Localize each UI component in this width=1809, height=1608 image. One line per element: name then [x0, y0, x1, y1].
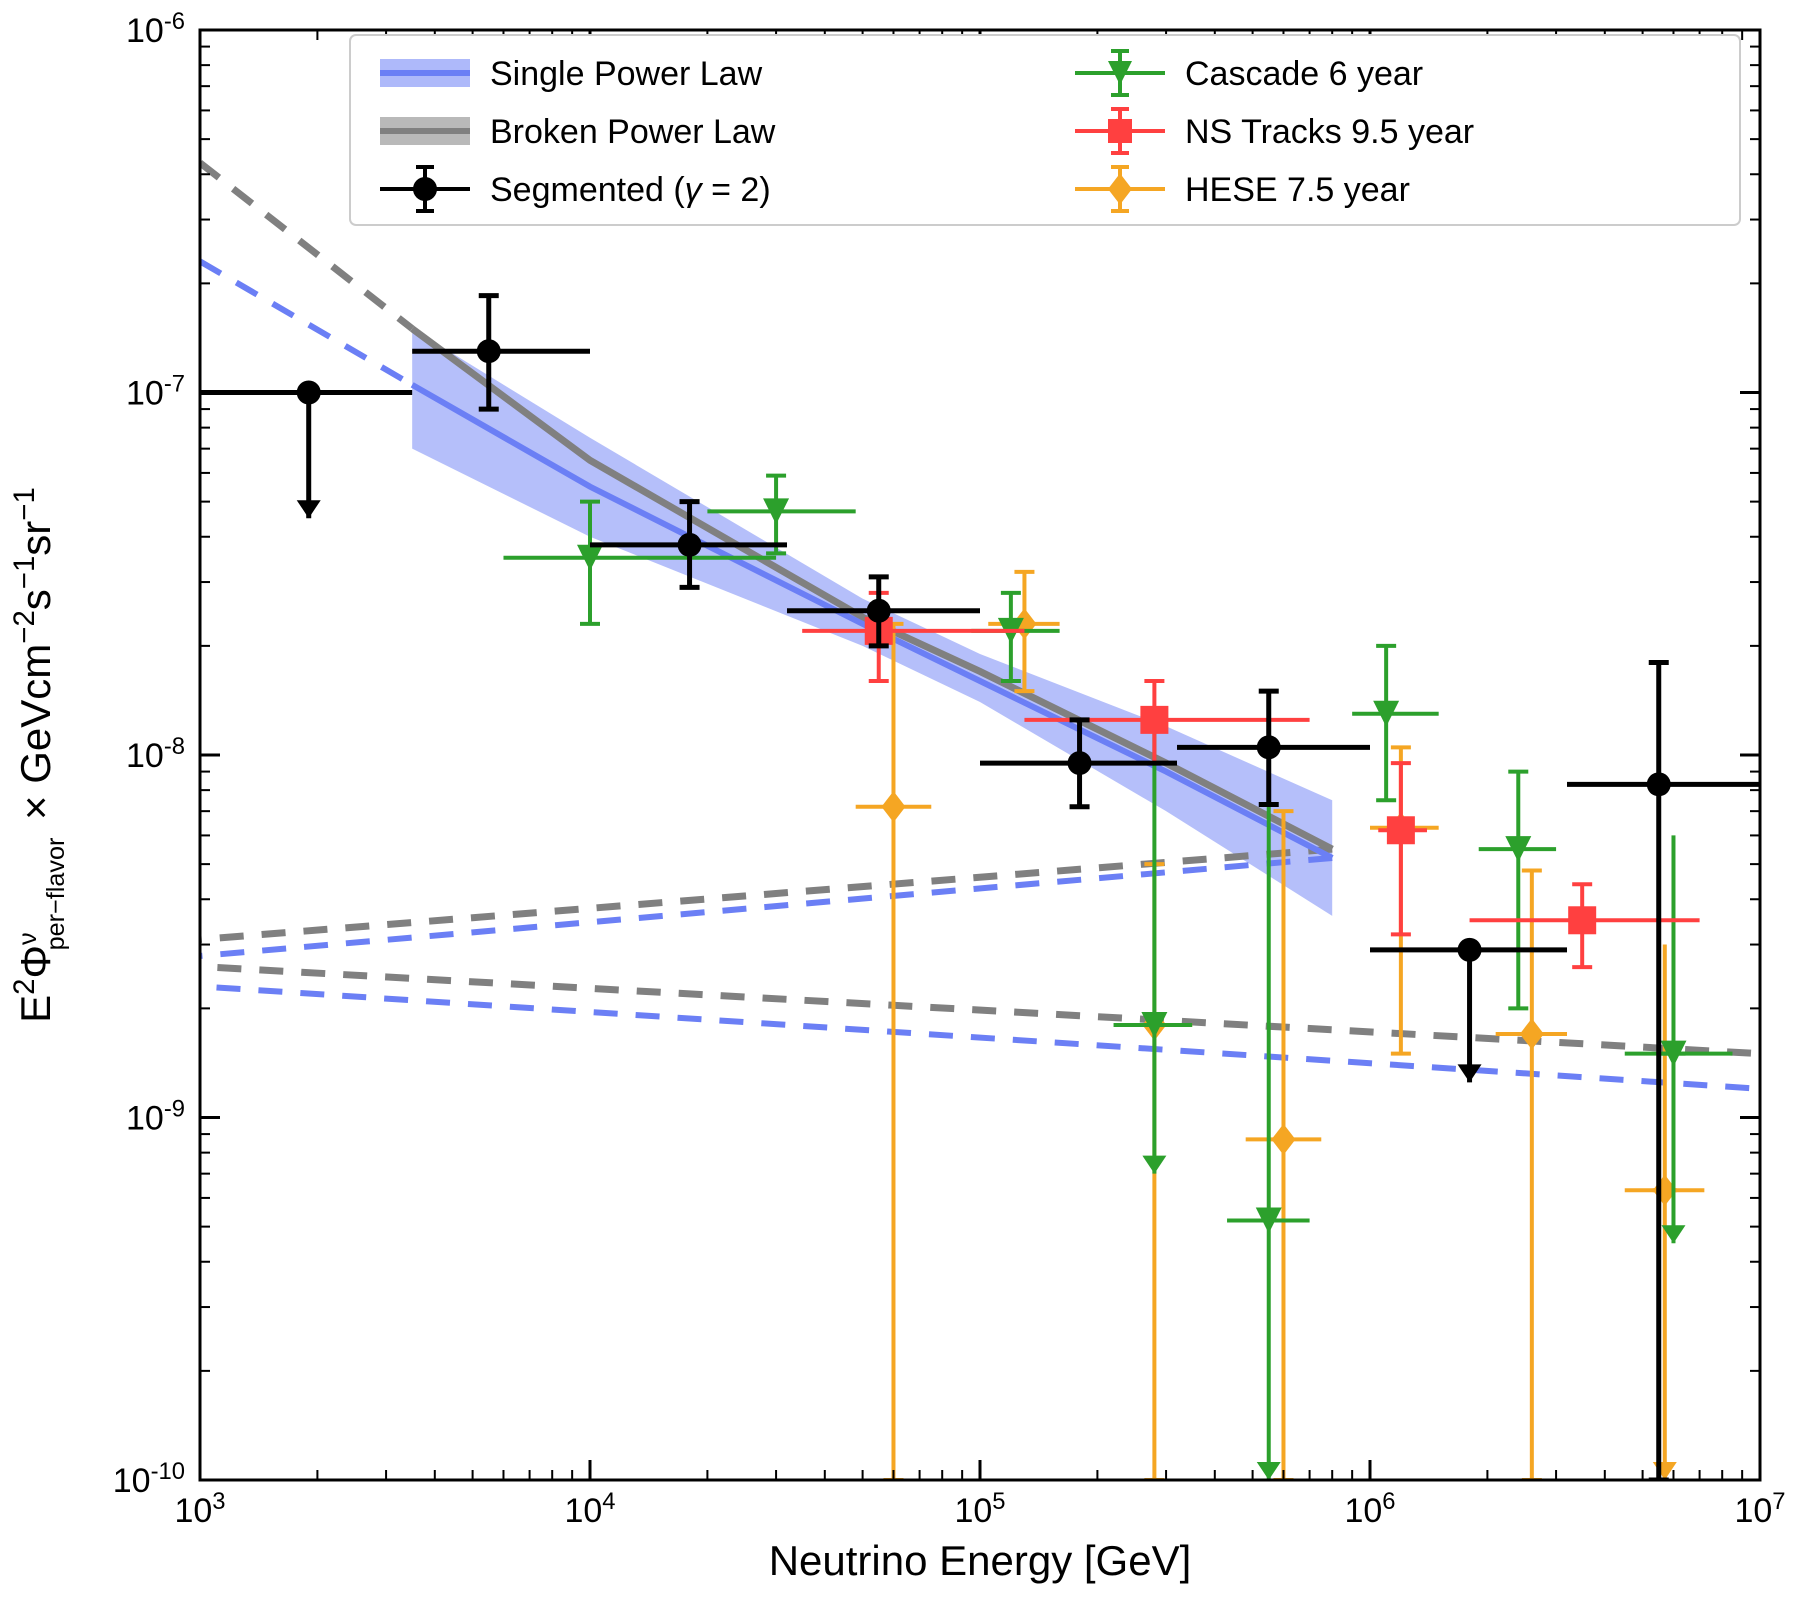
svg-text:Cascade 6 year: Cascade 6 year [1185, 55, 1423, 93]
svg-text:E2Φνper−flavor × GeVcm−2s−1sr−: E2Φνper−flavor × GeVcm−2s−1sr−1 [8, 487, 71, 1023]
svg-text:10-9: 10-9 [126, 1095, 185, 1138]
svg-text:103: 103 [174, 1488, 225, 1531]
svg-text:10-7: 10-7 [126, 370, 185, 413]
svg-text:NS Tracks 9.5 year: NS Tracks 9.5 year [1185, 113, 1474, 151]
svg-text:Segmented (γ = 2): Segmented (γ = 2) [490, 171, 771, 209]
svg-text:10-8: 10-8 [126, 733, 185, 776]
svg-text:107: 107 [1734, 1488, 1785, 1531]
chart-svg: 10310410510610710-1010-910-810-710-6Neut… [0, 0, 1809, 1608]
neutrino-flux-chart: 10310410510610710-1010-910-810-710-6Neut… [0, 0, 1809, 1608]
svg-text:Single Power Law: Single Power Law [490, 55, 763, 93]
svg-text:Neutrino Energy [GeV]: Neutrino Energy [GeV] [769, 1537, 1192, 1584]
svg-text:105: 105 [954, 1488, 1005, 1531]
svg-text:104: 104 [564, 1488, 615, 1531]
svg-text:106: 106 [1344, 1488, 1395, 1531]
svg-text:10-6: 10-6 [126, 8, 185, 51]
svg-text:Broken Power Law: Broken Power Law [490, 113, 776, 151]
svg-text:HESE 7.5 year: HESE 7.5 year [1185, 171, 1410, 209]
